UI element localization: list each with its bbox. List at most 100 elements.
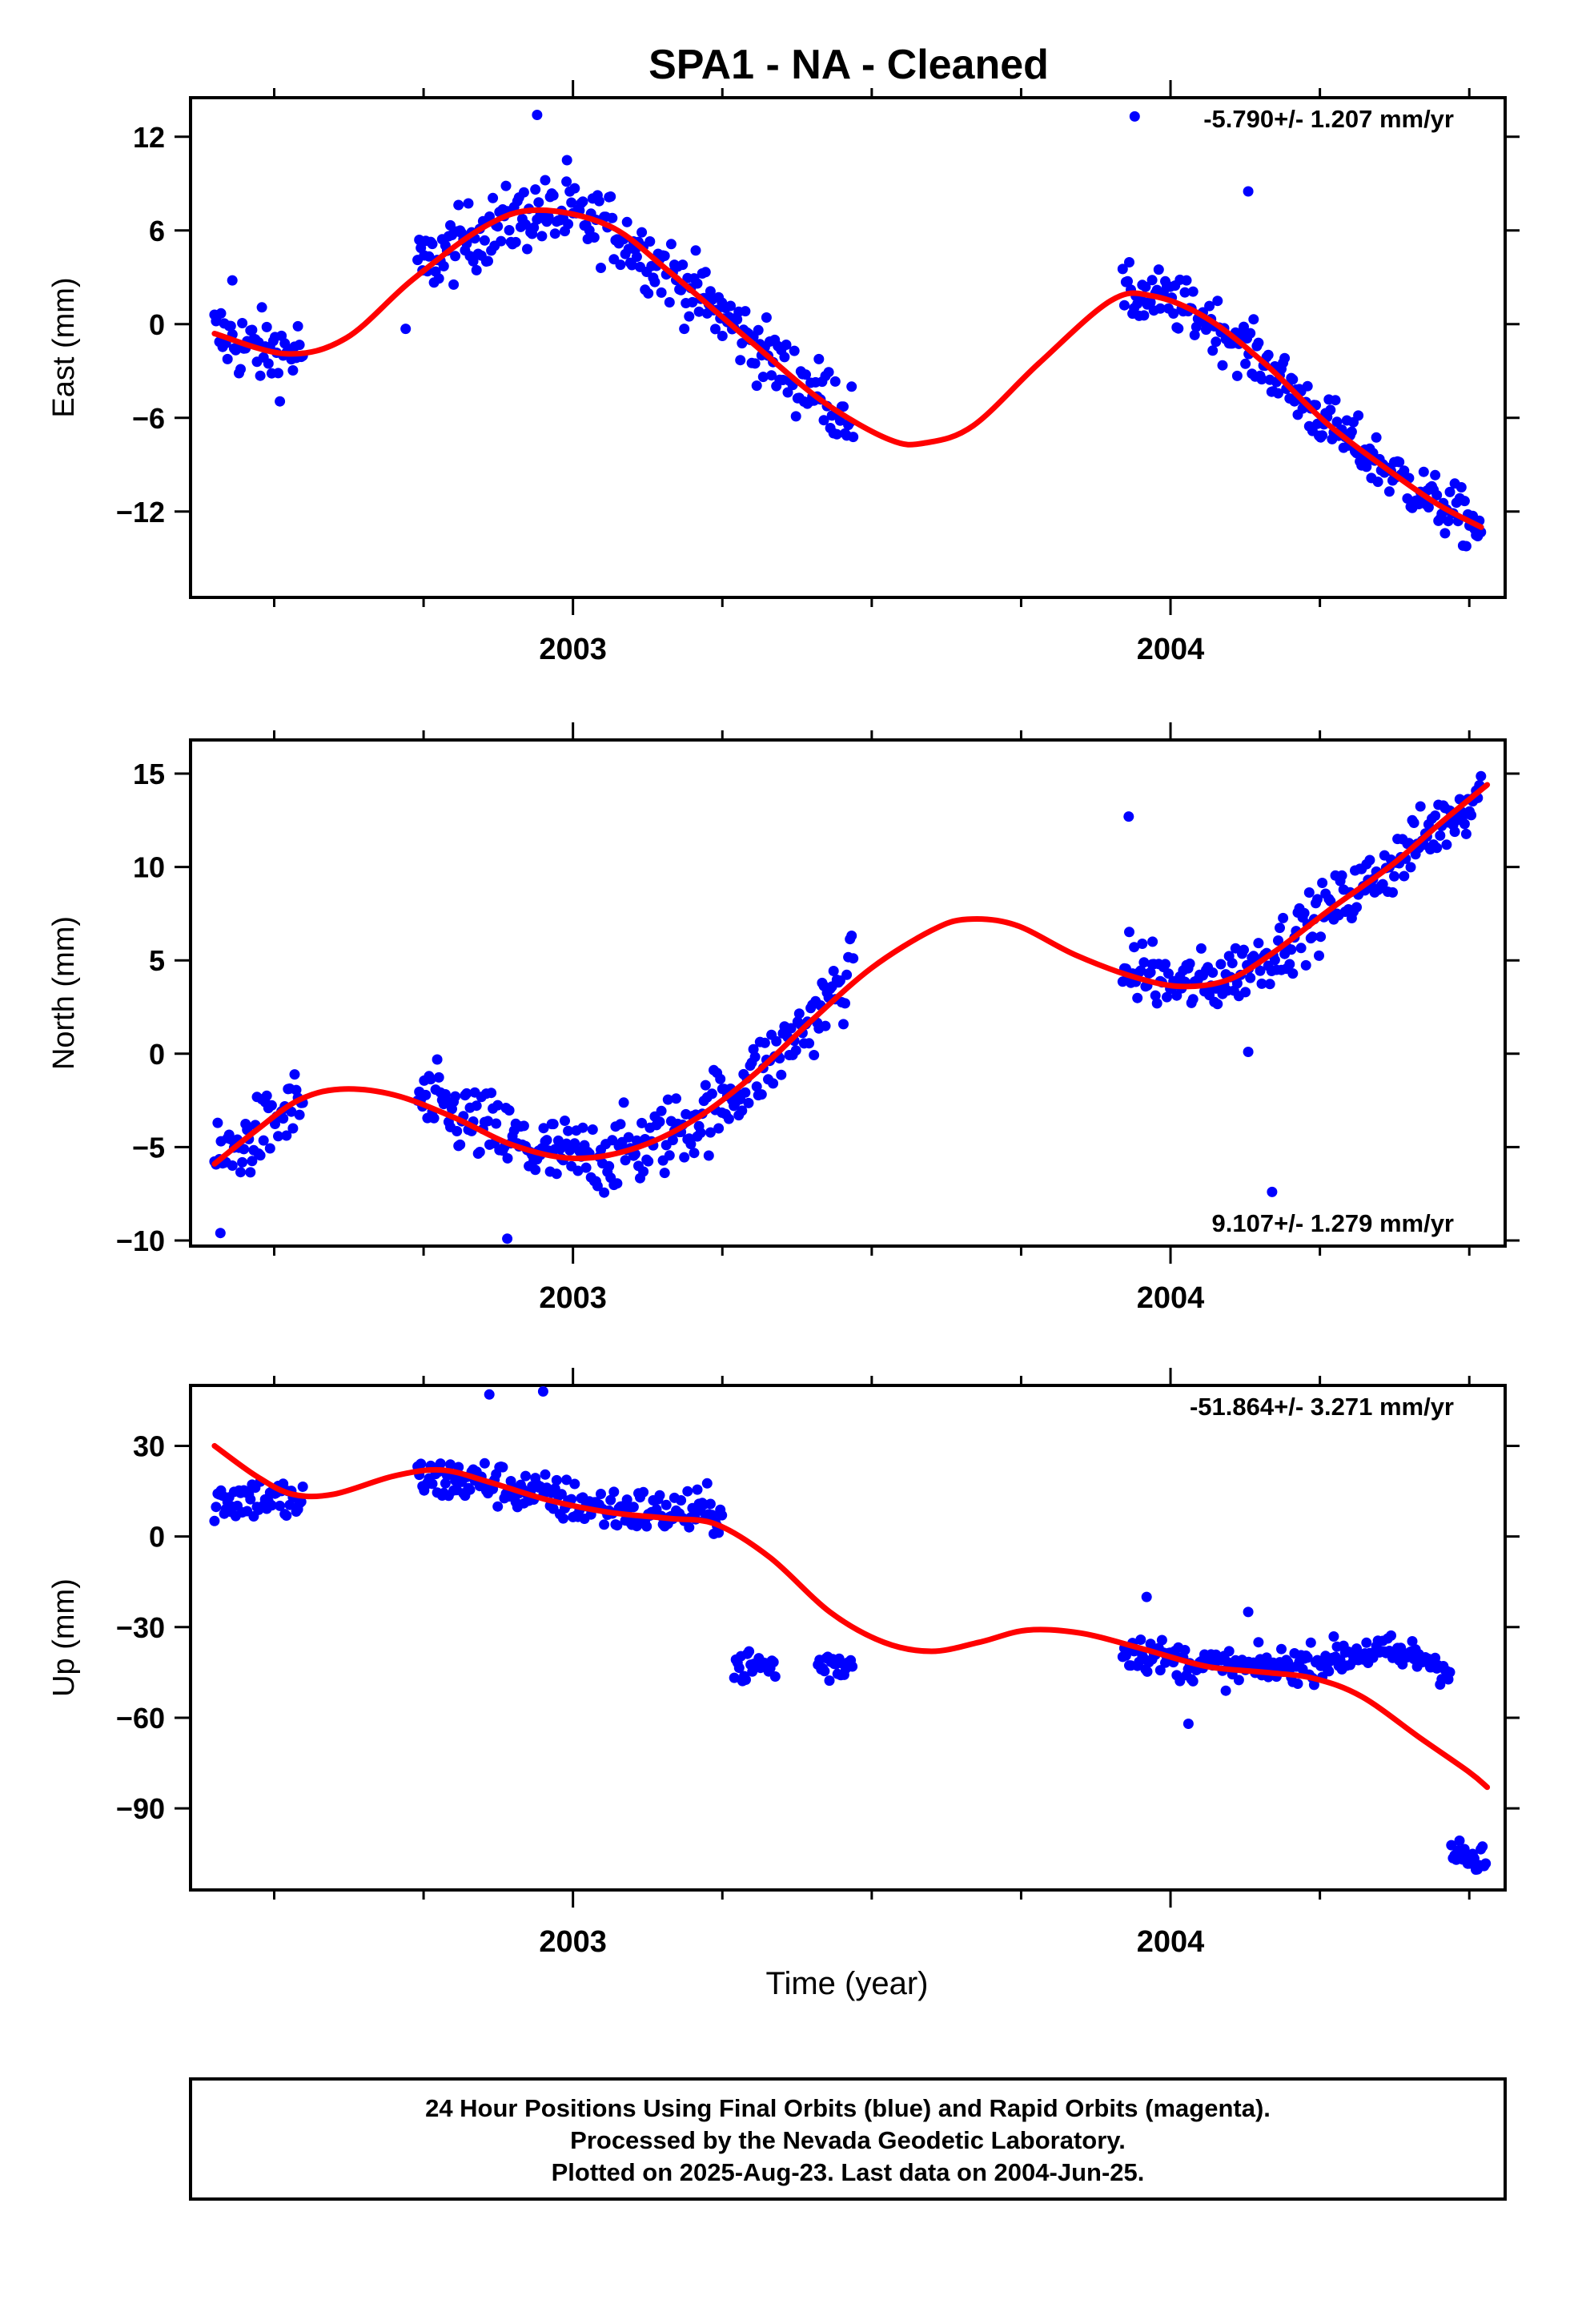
data-point xyxy=(641,1521,652,1532)
data-point xyxy=(676,1495,687,1506)
data-point xyxy=(1220,1685,1231,1696)
data-point xyxy=(278,1478,289,1490)
data-point xyxy=(593,195,604,207)
data-point xyxy=(258,1135,269,1146)
data-point xyxy=(695,1128,706,1138)
data-point xyxy=(823,367,834,378)
data-point xyxy=(1263,349,1274,360)
data-point xyxy=(819,1666,830,1677)
data-point xyxy=(828,966,839,976)
data-point xyxy=(504,1105,515,1116)
data-point xyxy=(273,368,283,379)
x-tick-label: 2004 xyxy=(1137,1281,1205,1315)
data-point-outlier xyxy=(1141,1591,1152,1602)
data-point xyxy=(766,370,777,381)
data-point xyxy=(656,1105,667,1116)
data-point xyxy=(504,225,515,235)
data-point xyxy=(776,1069,787,1080)
data-point xyxy=(1154,1665,1166,1676)
y-axis-label: North (mm) xyxy=(47,916,81,1070)
panels: 12 6 0 −6 −12 2003 2004 East (mm) -5.790+/- 1.20… xyxy=(47,80,1520,1959)
data-point xyxy=(631,1135,642,1146)
data-point xyxy=(705,286,716,297)
data-point xyxy=(735,355,746,366)
data-point xyxy=(580,1162,592,1173)
data-point xyxy=(1253,938,1264,949)
data-point xyxy=(1204,300,1215,312)
footer-line: Processed by the Nevada Geodetic Laborat… xyxy=(570,2126,1126,2154)
data-point xyxy=(1460,828,1472,839)
data-point xyxy=(558,1513,568,1524)
data-point xyxy=(548,190,559,201)
data-point-outlier xyxy=(537,1386,548,1397)
data-point xyxy=(530,1164,541,1176)
data-point xyxy=(294,1109,305,1120)
fit-curve xyxy=(211,1442,1491,1791)
data-point xyxy=(291,1084,302,1096)
data-point xyxy=(1151,998,1162,1009)
data-point xyxy=(287,365,299,376)
data-point xyxy=(740,306,751,317)
data-point xyxy=(273,1131,283,1142)
data-point-outlier xyxy=(1243,1606,1254,1618)
data-point xyxy=(1118,300,1130,311)
data-point xyxy=(1171,990,1182,1001)
data-point xyxy=(264,1143,275,1154)
data-point xyxy=(1146,275,1158,286)
data-point xyxy=(425,1074,436,1085)
data-point xyxy=(684,1522,695,1533)
data-point xyxy=(235,364,246,375)
data-point xyxy=(1256,978,1267,989)
data-point xyxy=(631,251,642,263)
data-point xyxy=(705,1127,716,1138)
data-point xyxy=(700,267,711,278)
data-point xyxy=(684,311,695,322)
data-point xyxy=(261,1090,272,1101)
data-point xyxy=(605,191,616,202)
data-point xyxy=(607,212,618,223)
data-point xyxy=(427,239,438,250)
data-point xyxy=(287,1123,299,1134)
data-point xyxy=(706,1088,717,1100)
data-point xyxy=(662,1094,673,1105)
data-point xyxy=(1315,931,1327,943)
data-point xyxy=(1207,967,1219,978)
data-point xyxy=(751,380,762,392)
data-point xyxy=(636,1117,648,1128)
data-point xyxy=(1227,958,1238,969)
data-point xyxy=(705,1498,716,1510)
data-point xyxy=(432,1054,443,1065)
data-point xyxy=(551,1168,562,1180)
data-point xyxy=(569,183,580,194)
data-point xyxy=(1245,328,1256,339)
data-point xyxy=(615,1119,626,1130)
data-point xyxy=(427,1478,438,1490)
data-point xyxy=(577,1122,588,1133)
plot-frame xyxy=(189,96,1507,599)
data-point xyxy=(566,197,577,208)
data-point xyxy=(497,1462,508,1473)
data-point-outlier xyxy=(1267,1186,1278,1197)
data-point-outlier xyxy=(1243,186,1254,197)
data-point xyxy=(563,1125,574,1136)
y-tick-label: −10 xyxy=(116,1224,165,1257)
data-point xyxy=(1124,927,1134,938)
data-point xyxy=(416,1458,427,1470)
data-point xyxy=(818,415,829,426)
data-point xyxy=(1162,991,1172,1003)
data-point xyxy=(261,321,272,332)
data-point xyxy=(1217,360,1228,371)
data-point xyxy=(1466,810,1477,821)
data-point xyxy=(1418,466,1429,477)
data-point xyxy=(488,192,499,203)
data-point xyxy=(643,287,654,299)
rate-annotation: -5.790+/- 1.207 mm/yr xyxy=(1203,105,1454,133)
data-point xyxy=(1287,968,1299,979)
data-point xyxy=(781,340,792,350)
data-point xyxy=(533,197,544,208)
data-point xyxy=(483,255,493,267)
data-point xyxy=(1223,1646,1235,1657)
data-point xyxy=(1389,870,1399,882)
data-point xyxy=(715,1073,726,1084)
rate-annotation: 9.107+/- 1.279 mm/yr xyxy=(1212,1209,1454,1237)
